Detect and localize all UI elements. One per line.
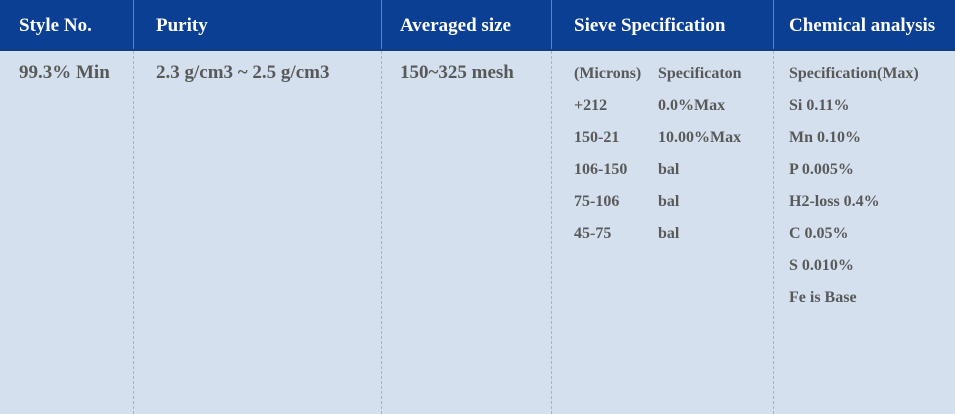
cell-chemical-analysis: Specification(Max) Si 0.11% Mn 0.10% P 0… [774,51,955,414]
header-averaged-size: Averaged size [382,0,552,51]
sieve-spec: 0.0%Max [658,97,726,114]
header-sieve-specification: Sieve Specification [552,0,774,51]
sieve-row: 106-150 bal [574,159,773,191]
header-chemical-analysis: Chemical analysis [789,15,936,36]
cell-style-no: 99.3% Min [0,51,134,414]
sieve-row: 45-75 bal [574,223,773,255]
cell-averaged-size: 150~325 mesh [382,51,552,414]
chemical-item: C 0.05% [789,225,849,242]
averaged-size-value: 150~325 mesh [400,62,514,83]
cell-sieve-specification: (Microns) Specificaton +212 0.0%Max 150-21… [552,51,774,414]
sieve-row: 75-106 bal [574,191,773,223]
table-header-row: Style No. Purity Averaged size Sieve Spe… [0,0,955,51]
sieve-range: 150-21 [574,129,620,146]
style-no-value: 99.3% Min [19,62,110,83]
sieve-spec-label: Specificaton [658,65,742,82]
sieve-spec: 10.00%Max [658,129,742,146]
chemical-item: S 0.010% [789,257,854,274]
purity-value: 2.3 g/cm3 ~ 2.5 g/cm3 [156,62,330,83]
table-row: 99.3% Min 2.3 g/cm3 ~ 2.5 g/cm3 150~325 … [0,51,955,414]
chemical-item: H2-loss 0.4% [789,193,880,210]
sieve-row: 150-21 10.00%Max [574,127,773,159]
chemical-item: Fe is Base [789,289,857,306]
chemical-item: P 0.005% [789,161,854,178]
cell-purity: 2.3 g/cm3 ~ 2.5 g/cm3 [134,51,382,414]
sieve-microns-label: (Microns) [574,65,642,82]
sieve-spec: bal [658,161,680,178]
sieve-range: +212 [574,97,608,114]
header-style-no: Style No. [0,0,134,51]
chemical-list: Specification(Max) Si 0.11% Mn 0.10% P 0… [789,51,955,319]
sieve-range: 75-106 [574,193,620,210]
chemical-item: Si 0.11% [789,97,850,114]
sieve-spec: bal [658,225,680,242]
chemical-spec-header: Specification(Max) [789,65,919,82]
header-purity: Purity [134,0,382,51]
chemical-item: Mn 0.10% [789,129,861,146]
sieve-range: 106-150 [574,161,628,178]
sieve-list: (Microns) Specificaton +212 0.0%Max 150-21… [574,51,773,255]
sieve-range: 45-75 [574,225,612,242]
sieve-row-header: (Microns) Specificaton [574,63,773,95]
sieve-spec: bal [658,193,680,210]
sieve-row: +212 0.0%Max [574,95,773,127]
